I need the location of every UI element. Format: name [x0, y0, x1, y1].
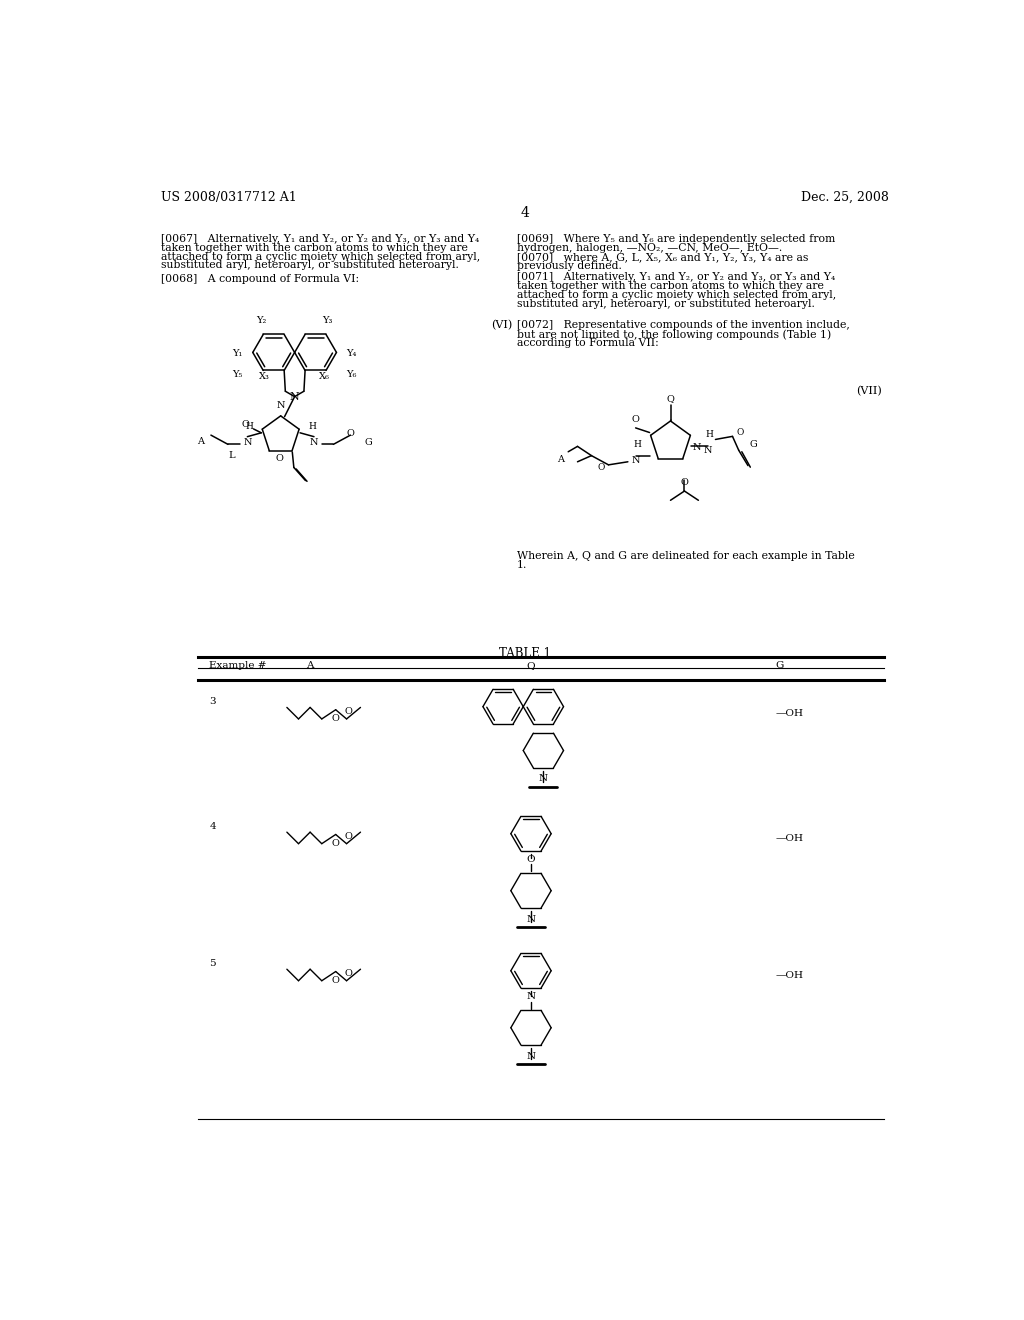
Text: O: O [344, 708, 352, 715]
Text: Q: Q [667, 395, 675, 404]
Text: 1.: 1. [517, 561, 527, 570]
Text: N: N [526, 1052, 536, 1060]
Text: attached to form a cyclic moiety which selected from aryl,: attached to form a cyclic moiety which s… [517, 290, 837, 300]
Text: H: H [633, 440, 641, 449]
Text: (VII): (VII) [856, 385, 883, 396]
Text: O: O [344, 832, 352, 841]
Text: Y₅: Y₅ [232, 370, 243, 379]
Text: H: H [706, 430, 713, 438]
Text: substituted aryl, heteroaryl, or substituted heteroaryl.: substituted aryl, heteroaryl, or substit… [161, 260, 459, 271]
Text: previously defined.: previously defined. [517, 261, 622, 271]
Text: Y₃: Y₃ [323, 315, 333, 325]
Text: O: O [632, 414, 640, 424]
Text: O: O [346, 429, 354, 438]
Text: 4: 4 [520, 206, 529, 220]
Text: N: N [526, 915, 536, 924]
Text: 3: 3 [209, 697, 216, 706]
Text: [0068]   A compound of Formula VI:: [0068] A compound of Formula VI: [161, 275, 358, 284]
Text: A: A [306, 661, 313, 671]
Text: Y₄: Y₄ [346, 350, 357, 358]
Text: H: H [308, 422, 316, 432]
Text: Q: Q [526, 661, 536, 671]
Text: attached to form a cyclic moiety which selected from aryl,: attached to form a cyclic moiety which s… [161, 252, 480, 261]
Text: N: N [692, 444, 700, 453]
Text: 5: 5 [209, 960, 216, 968]
Text: TABLE 1: TABLE 1 [499, 647, 551, 660]
Text: taken together with the carbon atoms to which they are: taken together with the carbon atoms to … [517, 281, 824, 292]
Text: N: N [243, 438, 252, 447]
Text: substituted aryl, heteroaryl, or substituted heteroaryl.: substituted aryl, heteroaryl, or substit… [517, 298, 815, 309]
Text: O: O [332, 977, 340, 985]
Text: N: N [276, 401, 285, 411]
Text: G: G [775, 661, 783, 671]
Text: hydrogen, halogen, —NO₂, —CN, MeO—, EtO—.: hydrogen, halogen, —NO₂, —CN, MeO—, EtO—… [517, 243, 782, 252]
Text: O: O [275, 454, 284, 462]
Text: X₆: X₆ [319, 372, 330, 381]
Text: O: O [736, 428, 743, 437]
Text: O: O [332, 714, 340, 723]
Text: (VI): (VI) [490, 321, 512, 330]
Text: Y₆: Y₆ [346, 370, 357, 379]
Text: Y₂: Y₂ [257, 315, 267, 325]
Text: [0070]   where A, G, L, X₅, X₆ and Y₁, Y₂, Y₃, Y₄ are as: [0070] where A, G, L, X₅, X₆ and Y₁, Y₂,… [517, 252, 808, 263]
Text: O: O [597, 463, 604, 471]
Text: N: N [290, 392, 299, 403]
Text: Y₁: Y₁ [232, 350, 243, 358]
Text: 4: 4 [209, 822, 216, 832]
Text: O: O [242, 420, 250, 429]
Text: Wherein A, Q and G are delineated for each example in Table: Wherein A, Q and G are delineated for ea… [517, 552, 855, 561]
Text: A: A [557, 455, 564, 463]
Text: US 2008/0317712 A1: US 2008/0317712 A1 [161, 191, 296, 203]
Text: according to Formula VII:: according to Formula VII: [517, 338, 658, 347]
Text: Dec. 25, 2008: Dec. 25, 2008 [801, 191, 889, 203]
Text: H: H [245, 422, 253, 432]
Text: N: N [539, 775, 548, 783]
Text: O: O [344, 969, 352, 978]
Text: Example #: Example # [209, 661, 267, 671]
Text: [0072]   Representative compounds of the invention include,: [0072] Representative compounds of the i… [517, 321, 850, 330]
Text: N: N [632, 455, 640, 465]
Text: —OH: —OH [775, 970, 803, 979]
Text: G: G [365, 438, 372, 447]
Text: but are not limited to, the following compounds (Table 1): but are not limited to, the following co… [517, 329, 831, 339]
Text: G: G [750, 441, 758, 449]
Text: [0069]   Where Y₅ and Y₆ are independently selected from: [0069] Where Y₅ and Y₆ are independently… [517, 234, 836, 244]
Text: A: A [198, 437, 205, 446]
Text: —OH: —OH [775, 709, 803, 718]
Text: O: O [332, 840, 340, 847]
Text: O: O [526, 854, 536, 863]
Text: taken together with the carbon atoms to which they are: taken together with the carbon atoms to … [161, 243, 467, 252]
Text: [0067]   Alternatively, Y₁ and Y₂, or Y₂ and Y₃, or Y₃ and Y₄: [0067] Alternatively, Y₁ and Y₂, or Y₂ a… [161, 234, 479, 244]
Text: [0071]   Alternatively, Y₁ and Y₂, or Y₂ and Y₃, or Y₃ and Y₄: [0071] Alternatively, Y₁ and Y₂, or Y₂ a… [517, 272, 836, 282]
Text: L: L [228, 450, 236, 459]
Text: N: N [526, 993, 536, 1002]
Text: N: N [309, 438, 318, 447]
Text: —OH: —OH [775, 834, 803, 842]
Text: X₃: X₃ [259, 372, 270, 381]
Text: O: O [681, 478, 688, 487]
Text: N: N [703, 446, 712, 454]
